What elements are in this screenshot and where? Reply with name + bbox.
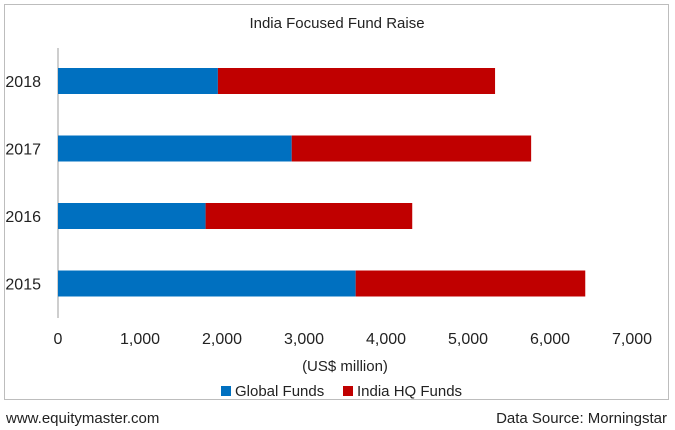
y-tick-label-2015: 2015 xyxy=(5,277,41,294)
legend-label-global-funds: Global Funds xyxy=(235,383,324,400)
x-tick-label: 1,000 xyxy=(120,331,160,348)
bar-2016-india-hq-funds xyxy=(205,203,413,229)
website-footer: www.equitymaster.com xyxy=(6,410,160,427)
y-tick-label-2016: 2016 xyxy=(5,209,41,226)
x-tick-label: 6,000 xyxy=(530,331,570,348)
y-tick-label-2017: 2017 xyxy=(5,142,41,159)
legend-label-india-hq-funds: India HQ Funds xyxy=(357,383,462,400)
x-tick-label: 0 xyxy=(54,331,63,348)
bar-2015-india-hq-funds xyxy=(355,270,586,297)
x-tick-label: 2,000 xyxy=(202,331,242,348)
legend-swatch-india-hq-funds xyxy=(343,386,353,396)
bar-2017-global-funds xyxy=(58,135,292,162)
bar-2018-india-hq-funds xyxy=(217,68,496,94)
x-tick-label: 7,000 xyxy=(612,331,652,348)
chart-title: India Focused Fund Raise xyxy=(249,15,424,32)
y-tick-label-2018: 2018 xyxy=(5,74,41,91)
x-tick-label: 5,000 xyxy=(448,331,488,348)
bar-2017-india-hq-funds xyxy=(291,135,532,162)
data-source-footer: Data Source: Morningstar xyxy=(496,410,667,427)
bar-2015-global-funds xyxy=(58,270,356,297)
x-tick-label: 3,000 xyxy=(284,331,324,348)
legend-swatch-global-funds xyxy=(221,386,231,396)
bar-2016-global-funds xyxy=(58,203,206,229)
x-tick-label: 4,000 xyxy=(366,331,406,348)
x-axis-label: (US$ million) xyxy=(302,358,388,375)
bar-2018-global-funds xyxy=(58,68,218,94)
